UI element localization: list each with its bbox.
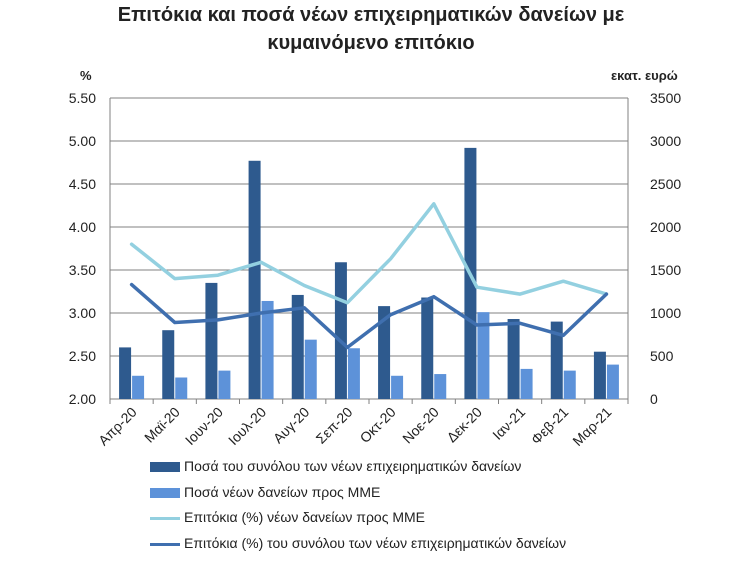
legend-bar-swatch xyxy=(150,462,180,472)
bar-sme-loans xyxy=(261,300,274,399)
legend-item: Επιτόκια (%) του συνόλου των νέων επιχει… xyxy=(150,535,710,560)
bar-total-loans xyxy=(507,319,520,399)
legend-label: Επιτόκια (%) νέων δανείων προς ΜΜΕ xyxy=(184,509,426,525)
legend-line-swatch xyxy=(150,517,180,520)
x-tick-label: Σεπ-20 xyxy=(313,404,356,447)
bar-total-loans xyxy=(334,262,347,399)
bar-sme-loans xyxy=(347,348,360,399)
line-sme-rate xyxy=(129,202,609,305)
right-axis-unit: εκατ. ευρώ xyxy=(611,68,678,83)
right-tick-label: 0 xyxy=(650,391,658,407)
chart-title-line-2: κυμαινόμενο επιτόκιο xyxy=(267,32,475,54)
line-total-rate xyxy=(129,282,609,350)
bar-total-loans xyxy=(248,160,261,399)
legend-line-swatch xyxy=(150,542,180,546)
right-tick-label: 1000 xyxy=(650,305,681,321)
legend-bar-swatch xyxy=(150,487,180,498)
bar-total-loans xyxy=(593,351,606,399)
left-tick-label: 3.00 xyxy=(69,305,96,321)
left-tick-label: 2.50 xyxy=(69,348,96,364)
bar-total-loans xyxy=(291,294,304,399)
left-tick-label: 5.50 xyxy=(69,90,96,106)
x-tick-label: Ιουν-20 xyxy=(182,404,226,448)
x-tick-label: Ιαν-21 xyxy=(489,404,528,443)
x-tick-label: Φεβ-21 xyxy=(528,404,572,448)
right-tick-label: 3000 xyxy=(650,133,681,149)
x-tick-label: Οκτ-20 xyxy=(357,404,399,446)
x-tick-label: Αυγ-20 xyxy=(270,404,313,447)
bar-sme-loans xyxy=(477,312,490,399)
legend-item: Ποσά του συνόλου των νέων επιχειρηματικώ… xyxy=(150,458,710,483)
bar-sme-loans xyxy=(132,375,145,399)
bar-total-loans xyxy=(205,282,218,399)
bar-total-loans xyxy=(378,306,391,399)
bar-sme-loans xyxy=(563,370,576,399)
x-tick-label: Ιουλ-20 xyxy=(225,404,269,448)
left-tick-label: 4.50 xyxy=(69,176,96,192)
bar-total-loans xyxy=(421,297,434,399)
legend-label: Επιτόκια (%) του συνόλου των νέων επιχει… xyxy=(184,534,567,551)
bar-total-loans xyxy=(550,321,563,399)
x-tick-label: Μαρ-21 xyxy=(569,404,614,449)
legend-label: Ποσά του συνόλου των νέων επιχειρηματικώ… xyxy=(184,458,522,474)
x-tick-label: Νοε-20 xyxy=(399,404,442,447)
legend-item: Ποσά νέων δανείων προς ΜΜΕ xyxy=(150,484,710,509)
left-axis-unit: % xyxy=(80,68,92,83)
x-tick-label: Δεκ-20 xyxy=(443,404,485,446)
x-tick-label: Μαϊ-20 xyxy=(141,404,183,446)
right-tick-label: 500 xyxy=(650,348,674,364)
chart-title-line-1: Επιτόκια και ποσά νέων επιχειρηματικών δ… xyxy=(117,4,625,26)
x-tick-label: Απρ-20 xyxy=(95,404,140,449)
bar-sme-loans xyxy=(175,377,188,399)
right-tick-label: 2000 xyxy=(650,219,681,235)
legend-item: Επιτόκια (%) νέων δανείων προς ΜΜΕ xyxy=(150,509,710,534)
bar-total-loans xyxy=(119,347,132,399)
bar-sme-loans xyxy=(520,368,533,399)
bar-total-loans xyxy=(162,330,175,399)
bar-sme-loans xyxy=(218,370,231,399)
bar-sme-loans xyxy=(391,375,404,399)
left-tick-label: 2.00 xyxy=(69,391,96,407)
bar-sme-loans xyxy=(606,364,619,399)
right-tick-label: 3500 xyxy=(650,90,681,106)
left-tick-label: 3.50 xyxy=(69,262,96,278)
chart-legend: Ποσά του συνόλου των νέων επιχειρηματικώ… xyxy=(150,458,710,560)
right-tick-label: 1500 xyxy=(650,262,681,278)
bar-sme-loans xyxy=(304,339,317,399)
left-tick-label: 4.00 xyxy=(69,219,96,235)
legend-label: Ποσά νέων δανείων προς ΜΜΕ xyxy=(184,483,381,500)
bar-sme-loans xyxy=(434,374,447,399)
right-tick-label: 2500 xyxy=(650,176,681,192)
left-tick-label: 5.00 xyxy=(69,133,96,149)
